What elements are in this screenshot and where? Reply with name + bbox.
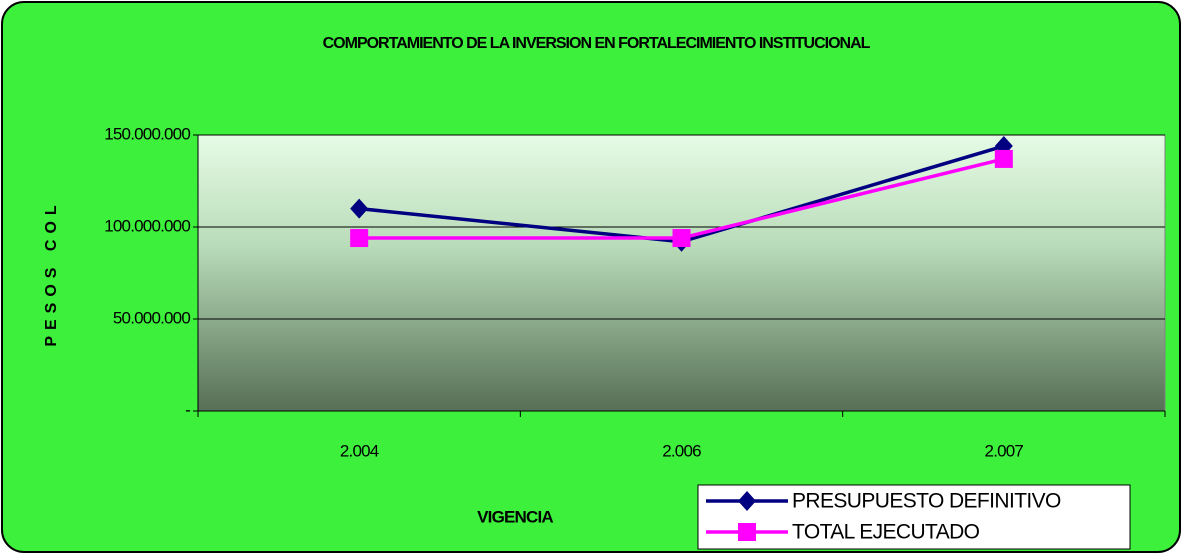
x-tick-label: 2.007	[985, 441, 1024, 460]
legend: PRESUPUESTO DEFINITIVO TOTAL EJECUTADO	[697, 484, 1131, 550]
marker	[738, 523, 756, 541]
y-tick-label: -	[185, 400, 190, 419]
chart-title: COMPORTAMIENTO DE LA INVERSION EN FORTAL…	[323, 35, 871, 52]
y-tick-label: 100.000.000	[104, 216, 190, 235]
y-axis-label: PESOS COL	[43, 199, 60, 346]
marker	[672, 229, 691, 248]
marker	[738, 491, 756, 511]
legend-label: TOTAL EJECUTADO	[792, 521, 980, 544]
y-tick-label: 150.000.000	[104, 124, 190, 143]
y-tick-label: 50.000.000	[113, 308, 190, 327]
x-tick-label: 2.006	[662, 441, 701, 460]
legend-box	[697, 484, 1131, 550]
plot-area	[197, 134, 1166, 412]
marker	[994, 149, 1013, 168]
legend-label: PRESUPUESTO DEFINITIVO	[792, 490, 1061, 513]
marker	[350, 229, 369, 248]
x-axis-label: VIGENCIA	[477, 507, 553, 526]
marker	[350, 198, 369, 219]
x-tick-label: 2.004	[340, 441, 379, 460]
